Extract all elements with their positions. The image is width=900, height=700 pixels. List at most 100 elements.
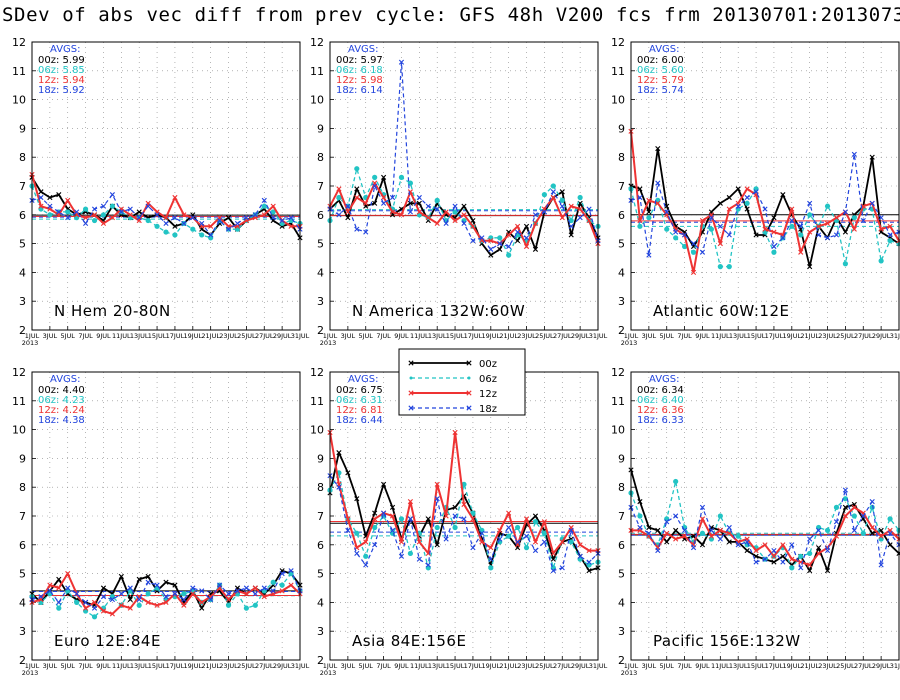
- data-point-00z: [664, 539, 670, 545]
- data-point-00z: [807, 568, 813, 574]
- data-point-12z: [389, 513, 396, 519]
- avg-value-06z: 06z: 5.85: [38, 65, 85, 76]
- y-tick-label: 7: [19, 180, 26, 193]
- data-point-18z: [270, 588, 276, 594]
- data-point-18z: [208, 596, 214, 603]
- data-point-12z: [100, 220, 107, 227]
- y-tick-label: 6: [618, 209, 625, 222]
- y-tick-label: 12: [310, 36, 324, 49]
- data-point-18z: [199, 220, 205, 227]
- data-point-18z: [541, 539, 547, 545]
- data-point-06z: [577, 194, 583, 201]
- series-line-00z: [630, 469, 900, 572]
- data-point-18z: [842, 487, 848, 493]
- x-tick-label: 11JUL: [112, 662, 131, 670]
- y-tick-label: 12: [611, 36, 625, 49]
- data-point-12z: [336, 186, 342, 192]
- y-tick-label: 3: [317, 625, 324, 638]
- data-point-12z: [279, 588, 285, 594]
- data-point-06z: [452, 209, 458, 215]
- data-point-00z: [127, 596, 133, 603]
- data-point-00z: [389, 504, 396, 510]
- y-tick-label: 8: [317, 481, 324, 494]
- data-point-12z: [91, 212, 98, 218]
- data-point-12z: [109, 611, 115, 617]
- data-point-12z: [744, 186, 750, 192]
- data-point-00z: [136, 576, 142, 582]
- data-point-00z: [842, 229, 848, 235]
- data-point-18z: [279, 217, 285, 224]
- data-point-12z: [345, 209, 351, 215]
- x-year-label: 2013: [621, 339, 638, 347]
- x-tick-label: 31JUL: [890, 332, 900, 340]
- x-tick-label: 25JUL: [535, 332, 554, 340]
- series-line-18z: [630, 153, 900, 256]
- x-tick-label: 25JUL: [237, 332, 256, 340]
- plot-frame: [630, 371, 900, 661]
- data-point-12z: [816, 550, 822, 557]
- data-point-06z: [559, 197, 565, 203]
- data-point-12z: [172, 194, 178, 201]
- data-point-12z: [887, 223, 893, 229]
- data-point-00z: [336, 450, 342, 456]
- data-point-12z: [100, 608, 107, 614]
- data-point-12z: [345, 516, 351, 522]
- data-point-12z: [181, 602, 187, 608]
- y-tick-label: 11: [310, 395, 324, 408]
- data-point-18z: [488, 246, 494, 252]
- x-tick-label: 17JUL: [464, 332, 483, 340]
- data-point-18z: [172, 215, 178, 221]
- data-point-00z: [452, 504, 458, 510]
- data-point-06z: [637, 223, 643, 229]
- data-point-00z: [354, 496, 360, 502]
- data-point-12z: [753, 547, 759, 554]
- data-point-00z: [887, 542, 893, 548]
- data-point-18z: [127, 206, 133, 212]
- avgs-header: AVGS:: [649, 374, 680, 385]
- y-tick-label: 11: [12, 395, 26, 408]
- avg-value-12z: 12z: 4.24: [38, 405, 85, 416]
- data-point-18z: [506, 524, 512, 531]
- data-point-00z: [461, 203, 467, 209]
- data-point-12z: [407, 499, 413, 505]
- data-point-18z: [163, 220, 169, 227]
- legend-box: [398, 348, 526, 416]
- data-point-06z: [154, 223, 160, 229]
- data-point-18z: [47, 203, 53, 209]
- data-point-18z: [354, 226, 360, 232]
- x-tick-label: 13JUL: [428, 332, 447, 340]
- data-point-06z: [842, 261, 849, 267]
- data-point-12z: [372, 516, 378, 522]
- x-tick-label: 5JUL: [359, 332, 374, 340]
- data-point-18z: [550, 189, 556, 195]
- data-point-00z: [47, 194, 53, 201]
- data-point-00z: [199, 605, 205, 611]
- x-tick-label: 17JUL: [464, 662, 483, 670]
- data-point-12z: [398, 539, 405, 545]
- data-point-18z: [398, 59, 405, 65]
- data-point-12z: [163, 599, 169, 605]
- data-point-12z: [699, 217, 706, 224]
- data-point-18z: [461, 516, 467, 522]
- data-point-00z: [753, 232, 759, 238]
- avg-value-18z: 18z: 5.92: [38, 85, 85, 96]
- data-point-18z: [699, 249, 706, 255]
- data-point-00z: [416, 200, 422, 206]
- data-point-06z: [354, 530, 360, 536]
- data-point-18z: [568, 527, 574, 533]
- data-point-18z: [199, 588, 205, 594]
- data-point-12z: [869, 524, 875, 531]
- data-point-12z: [646, 197, 652, 203]
- data-point-12z: [762, 226, 768, 232]
- data-point-00z: [717, 200, 723, 206]
- y-tick-label: 4: [618, 596, 625, 609]
- y-tick-label: 3: [618, 625, 625, 638]
- y-tick-label: 10: [12, 94, 26, 107]
- y-tick-label: 4: [19, 266, 26, 279]
- data-point-06z: [336, 194, 342, 201]
- data-point-18z: [807, 200, 813, 206]
- y-tick-label: 4: [317, 596, 324, 609]
- data-point-06z: [690, 249, 697, 255]
- legend-marker-00z: [408, 360, 414, 366]
